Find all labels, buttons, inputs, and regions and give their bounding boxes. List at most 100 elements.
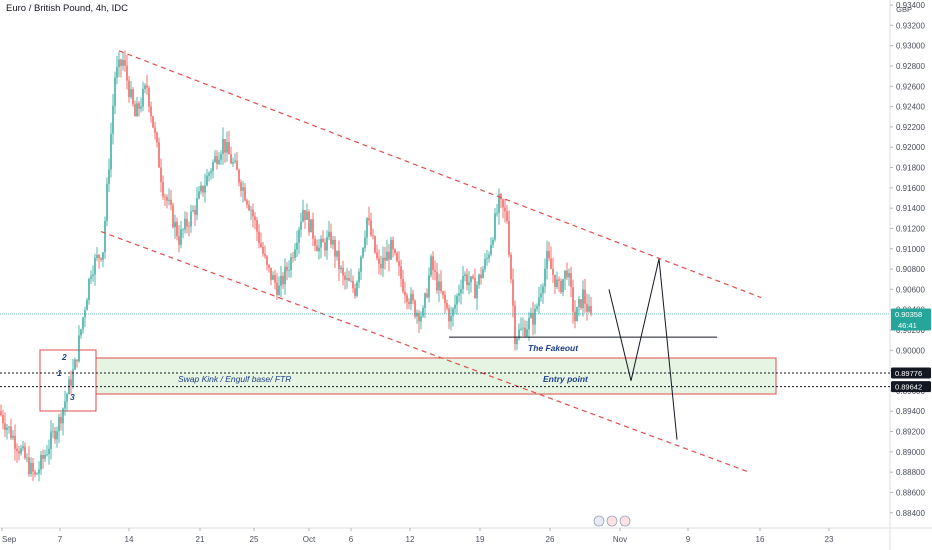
candle-body bbox=[186, 218, 188, 227]
price-tags-layer: 0.90358 46:41 0.89776 0.89642 bbox=[891, 308, 931, 393]
channel-upper-line[interactable] bbox=[118, 50, 762, 299]
candle-body bbox=[388, 251, 390, 260]
candle-body bbox=[524, 327, 526, 337]
candle-body bbox=[116, 67, 118, 78]
candle-body bbox=[52, 430, 54, 432]
candle-body bbox=[434, 270, 436, 272]
projection-path[interactable] bbox=[608, 258, 678, 440]
candle-body bbox=[70, 379, 72, 386]
candle-body bbox=[366, 218, 368, 238]
candle-body bbox=[270, 267, 272, 280]
candle-body bbox=[330, 231, 332, 245]
candle-body bbox=[190, 211, 192, 227]
candle-body bbox=[110, 133, 112, 170]
candle-body bbox=[328, 231, 330, 238]
candle-body bbox=[432, 256, 434, 271]
candle-body bbox=[192, 209, 194, 212]
candle-body bbox=[414, 300, 416, 317]
candle-body bbox=[392, 239, 394, 250]
x-tick-label: 12 bbox=[406, 535, 415, 544]
candle-body bbox=[136, 103, 138, 117]
candle-body bbox=[448, 308, 450, 322]
candle-body bbox=[150, 106, 152, 117]
candle-body bbox=[438, 281, 440, 291]
candle-body bbox=[168, 199, 170, 201]
candle-body bbox=[584, 289, 586, 304]
candle-body bbox=[120, 59, 122, 66]
candle-body bbox=[2, 415, 4, 424]
candle-body bbox=[588, 306, 590, 312]
candle-body bbox=[26, 457, 28, 459]
candle-body bbox=[556, 279, 558, 288]
x-tick-label: 25 bbox=[250, 535, 259, 544]
flag-eu-icon[interactable] bbox=[593, 515, 605, 527]
candle-body bbox=[258, 231, 260, 244]
candle-body bbox=[10, 426, 12, 439]
candle-body bbox=[264, 253, 266, 257]
kink-box[interactable] bbox=[39, 349, 97, 412]
candle-body bbox=[86, 299, 88, 311]
candle-body bbox=[176, 221, 178, 237]
candle-body bbox=[400, 266, 402, 279]
candle-body bbox=[184, 218, 186, 230]
flag-uk-icon-2[interactable] bbox=[619, 515, 631, 527]
candle-body bbox=[50, 431, 52, 449]
candle-body bbox=[396, 252, 398, 262]
y-tick-label: 0.91400 bbox=[896, 204, 925, 213]
time-axis[interactable]: Sep 7 14 21 25 Oct 6 12 19 26 Nov 9 16 23 bbox=[1, 528, 834, 544]
y-tick-label: 0.89000 bbox=[896, 448, 925, 457]
candle-body bbox=[516, 338, 518, 345]
candle-body bbox=[160, 167, 162, 182]
candle-body bbox=[480, 274, 482, 278]
candle-body bbox=[96, 254, 98, 258]
candle-body bbox=[100, 258, 102, 260]
candle-body bbox=[60, 417, 62, 424]
candle-body bbox=[314, 238, 316, 246]
y-tick-label: 0.92600 bbox=[896, 82, 925, 91]
candle-body bbox=[362, 247, 364, 257]
candle-body bbox=[142, 89, 144, 107]
candle-body bbox=[496, 212, 498, 214]
candle-body bbox=[548, 250, 550, 259]
candle-body bbox=[406, 295, 408, 302]
candle-body bbox=[76, 359, 78, 362]
candle-body bbox=[322, 238, 324, 243]
candle-body bbox=[320, 238, 322, 248]
candle-body bbox=[112, 105, 114, 134]
candle-body bbox=[240, 182, 242, 191]
candle-body bbox=[94, 257, 96, 275]
candle-body bbox=[44, 454, 46, 459]
candle-body bbox=[122, 59, 124, 66]
candle-body bbox=[54, 430, 56, 440]
annotation-layer: Swap Kink / Engulf base/ FTR Entry point… bbox=[57, 343, 589, 402]
candle-body bbox=[200, 185, 202, 192]
candle-body bbox=[518, 329, 520, 339]
candle-body bbox=[108, 169, 110, 184]
candle-body bbox=[28, 457, 30, 474]
y-tick-label: 0.93000 bbox=[896, 42, 925, 51]
candle-body bbox=[266, 256, 268, 265]
candle-body bbox=[174, 221, 176, 228]
fakeout-label: The Fakeout bbox=[528, 343, 579, 353]
candle-body bbox=[372, 235, 374, 237]
overlays-layer bbox=[0, 50, 890, 473]
price-tag bbox=[891, 381, 931, 393]
price-axis[interactable]: 0.88400 0.88600 0.88800 0.89000 0.89200 0.894… bbox=[890, 1, 925, 518]
y-tick-label: 0.89400 bbox=[896, 407, 925, 416]
y-tick-label: 0.93200 bbox=[896, 21, 925, 30]
y-tick-label: 0.91200 bbox=[896, 224, 925, 233]
candle-body bbox=[360, 256, 362, 272]
candle-body bbox=[504, 207, 506, 212]
economic-events-icons[interactable] bbox=[593, 515, 631, 527]
candle-body bbox=[348, 278, 350, 281]
candle-body bbox=[36, 473, 38, 475]
candle-body bbox=[16, 448, 18, 452]
y-tick-label: 0.92000 bbox=[896, 143, 925, 152]
candle-body bbox=[382, 257, 384, 269]
flag-uk-icon[interactable] bbox=[606, 515, 618, 527]
channel-lower-line[interactable] bbox=[100, 230, 750, 473]
zones-layer bbox=[39, 349, 777, 412]
candle-body bbox=[390, 239, 392, 260]
x-tick-label: 23 bbox=[825, 535, 834, 544]
